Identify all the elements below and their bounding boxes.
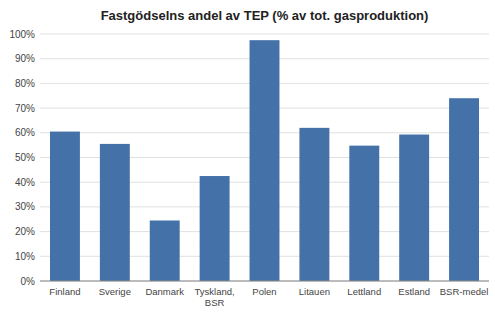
y-tick-label: 100% (9, 29, 35, 40)
bar (349, 146, 379, 281)
x-tick-label-line: Litauen (299, 286, 330, 297)
page: {"chart_data": {"type": "bar", "title": … (0, 0, 495, 323)
y-tick-label: 90% (15, 53, 35, 64)
x-tick-label-line: Lettland (347, 286, 381, 297)
y-tick-label: 60% (15, 127, 35, 138)
y-tick-label: 80% (15, 78, 35, 89)
grid (40, 34, 489, 281)
chart-svg: Fastgödselns andel av TEP (% av tot. gas… (0, 0, 495, 323)
bar (399, 135, 429, 281)
x-tick-label-line: Finland (49, 286, 80, 297)
x-tick-label: Tyskland,BSR (195, 286, 235, 308)
x-axis-line (40, 281, 489, 282)
bar (250, 40, 280, 281)
x-tick-label: Polen (252, 286, 276, 297)
x-tick-label: Estland (398, 286, 430, 297)
bar (150, 220, 180, 281)
x-tick-label-line: Polen (252, 286, 276, 297)
bar (449, 98, 479, 281)
y-tick-label: 30% (15, 201, 35, 212)
y-tick-label: 20% (15, 226, 35, 237)
x-tick-label: Finland (49, 286, 80, 297)
x-tick-label: BSR-medel (440, 286, 489, 297)
grid-line (40, 34, 489, 35)
x-tick-label-line: Estland (398, 286, 430, 297)
y-tick-label: 40% (15, 177, 35, 188)
y-tick-label: 0% (21, 276, 36, 287)
bar (299, 128, 329, 281)
bar (50, 132, 80, 281)
bars (50, 40, 479, 281)
y-tick-label: 10% (15, 251, 35, 262)
x-tick-label: Litauen (299, 286, 330, 297)
grid-line (40, 281, 489, 282)
y-tick-label: 70% (15, 103, 35, 114)
x-tick-label-line: Sverige (99, 286, 131, 297)
chart-container: Fastgödselns andel av TEP (% av tot. gas… (0, 0, 495, 323)
x-tick-label: Sverige (99, 286, 131, 297)
x-tick-label: Danmark (145, 286, 184, 297)
x-tick-label-line: BSR-medel (440, 286, 489, 297)
bar (200, 176, 230, 281)
title: Fastgödselns andel av TEP (% av tot. gas… (101, 8, 429, 23)
bar (100, 144, 130, 281)
x-tick-label-line: BSR (205, 297, 225, 308)
y-tick-label: 50% (15, 152, 35, 163)
x-tick-label-line: Danmark (145, 286, 184, 297)
x-tick-label-line: Tyskland, (195, 286, 235, 297)
x-tick-label: Lettland (347, 286, 381, 297)
